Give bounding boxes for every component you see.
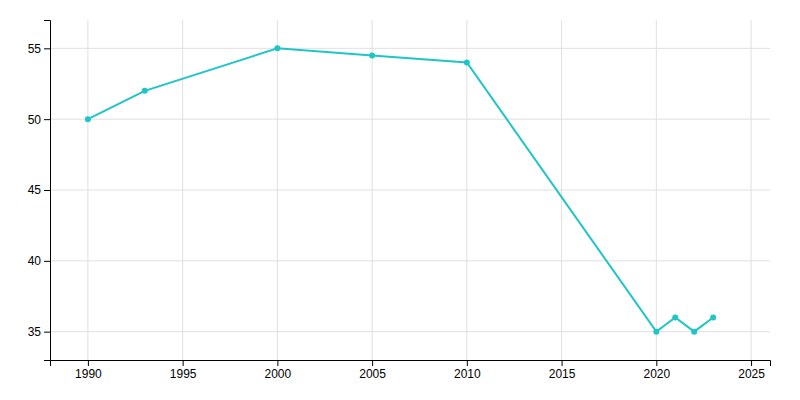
x-tick-mark [277, 360, 278, 366]
grid-line-y [50, 48, 770, 49]
y-tick-mark [44, 332, 50, 333]
marks [85, 45, 716, 334]
y-axis-line [44, 21, 51, 361]
x-axis: 1990 1995 2000 2005 2010 2015 2020 2025 [51, 360, 771, 381]
y-tick: 40 [28, 254, 50, 268]
y-tick-mark [44, 119, 50, 120]
x-tick-mark [751, 360, 752, 366]
x-tick-mark [467, 360, 468, 366]
x-tick: 2025 [738, 360, 765, 381]
grid-line-y [50, 119, 770, 120]
x-tick-mark [656, 360, 657, 366]
x-tick-mark [88, 360, 89, 366]
y-tick-label: 50 [28, 113, 42, 127]
y-tick: 55 [28, 42, 50, 56]
x-axis-line [51, 361, 771, 367]
x-tick-label: 1995 [170, 367, 197, 381]
y-tick-label: 35 [28, 325, 42, 339]
y-tick-label: 40 [28, 254, 42, 268]
point [464, 60, 470, 66]
point [85, 116, 91, 122]
point [274, 45, 280, 51]
x-tick-label: 2000 [265, 367, 292, 381]
chart: 1990 1995 2000 2005 2010 2015 2020 2025 35 40 45 50… [0, 0, 800, 400]
x-tick-mark [562, 360, 563, 366]
y-tick: 45 [28, 183, 50, 197]
y-tick-label: 55 [28, 42, 42, 56]
point [691, 329, 697, 335]
y-tick: 35 [28, 325, 50, 339]
y-axis: 35 40 45 50 55 [28, 21, 51, 361]
y-tick-mark [44, 190, 50, 191]
y-tick-mark [44, 48, 50, 49]
point [369, 52, 375, 58]
plot: 1990 1995 2000 2005 2010 2015 2020 2025 35 40 45 50… [28, 20, 771, 381]
point [142, 88, 148, 94]
grid-line-y [50, 331, 770, 332]
x-tick: 2015 [549, 360, 576, 381]
grid [50, 20, 770, 360]
x-tick-label: 2025 [738, 367, 765, 381]
y-tick: 50 [28, 113, 50, 127]
point [710, 315, 716, 321]
y-tick-mark [44, 261, 50, 262]
x-tick-label: 2020 [643, 367, 670, 381]
x-tick-label: 1990 [75, 367, 102, 381]
y-tick-label: 45 [28, 183, 42, 197]
x-tick: 1990 [75, 360, 102, 381]
grid-line-y [50, 260, 770, 261]
point [672, 315, 678, 321]
x-tick: 1995 [170, 360, 197, 381]
line [88, 48, 713, 331]
x-tick: 2005 [359, 360, 386, 381]
x-tick-label: 2005 [359, 367, 386, 381]
x-tick-mark [372, 360, 373, 366]
x-tick: 2020 [643, 360, 670, 381]
x-tick: 2010 [454, 360, 481, 381]
x-tick-mark [183, 360, 184, 366]
grid-line-y [50, 190, 770, 191]
x-tick-label: 2015 [549, 367, 576, 381]
x-tick: 2000 [265, 360, 292, 381]
x-tick-label: 2010 [454, 367, 481, 381]
point [653, 329, 659, 335]
